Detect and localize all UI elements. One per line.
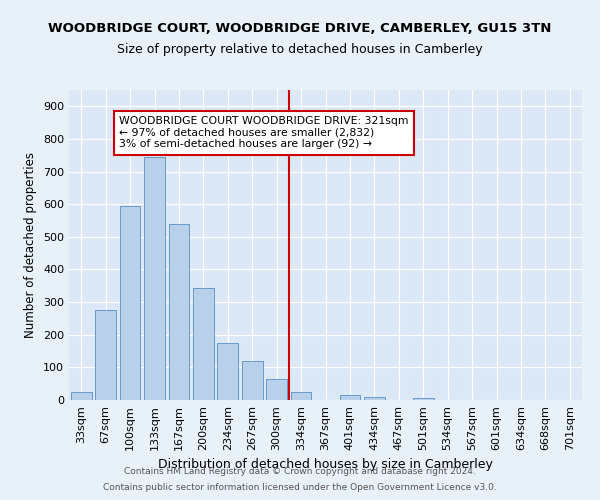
- Text: Size of property relative to detached houses in Camberley: Size of property relative to detached ho…: [117, 42, 483, 56]
- Bar: [242, 361, 263, 400]
- Bar: [217, 343, 238, 400]
- Text: WOODBRIDGE COURT WOODBRIDGE DRIVE: 321sqm
← 97% of detached houses are smaller (: WOODBRIDGE COURT WOODBRIDGE DRIVE: 321sq…: [119, 116, 409, 150]
- Bar: [364, 396, 385, 400]
- Bar: [340, 395, 361, 400]
- Bar: [169, 224, 190, 400]
- Bar: [290, 392, 311, 400]
- Text: WOODBRIDGE COURT, WOODBRIDGE DRIVE, CAMBERLEY, GU15 3TN: WOODBRIDGE COURT, WOODBRIDGE DRIVE, CAMB…: [49, 22, 551, 36]
- X-axis label: Distribution of detached houses by size in Camberley: Distribution of detached houses by size …: [158, 458, 493, 471]
- Text: Contains public sector information licensed under the Open Government Licence v3: Contains public sector information licen…: [103, 484, 497, 492]
- Bar: [193, 288, 214, 400]
- Bar: [266, 379, 287, 400]
- Bar: [95, 310, 116, 400]
- Bar: [119, 206, 140, 400]
- Text: Contains HM Land Registry data © Crown copyright and database right 2024.: Contains HM Land Registry data © Crown c…: [124, 467, 476, 476]
- Y-axis label: Number of detached properties: Number of detached properties: [25, 152, 37, 338]
- Bar: [71, 392, 92, 400]
- Bar: [413, 398, 434, 400]
- Bar: [144, 157, 165, 400]
